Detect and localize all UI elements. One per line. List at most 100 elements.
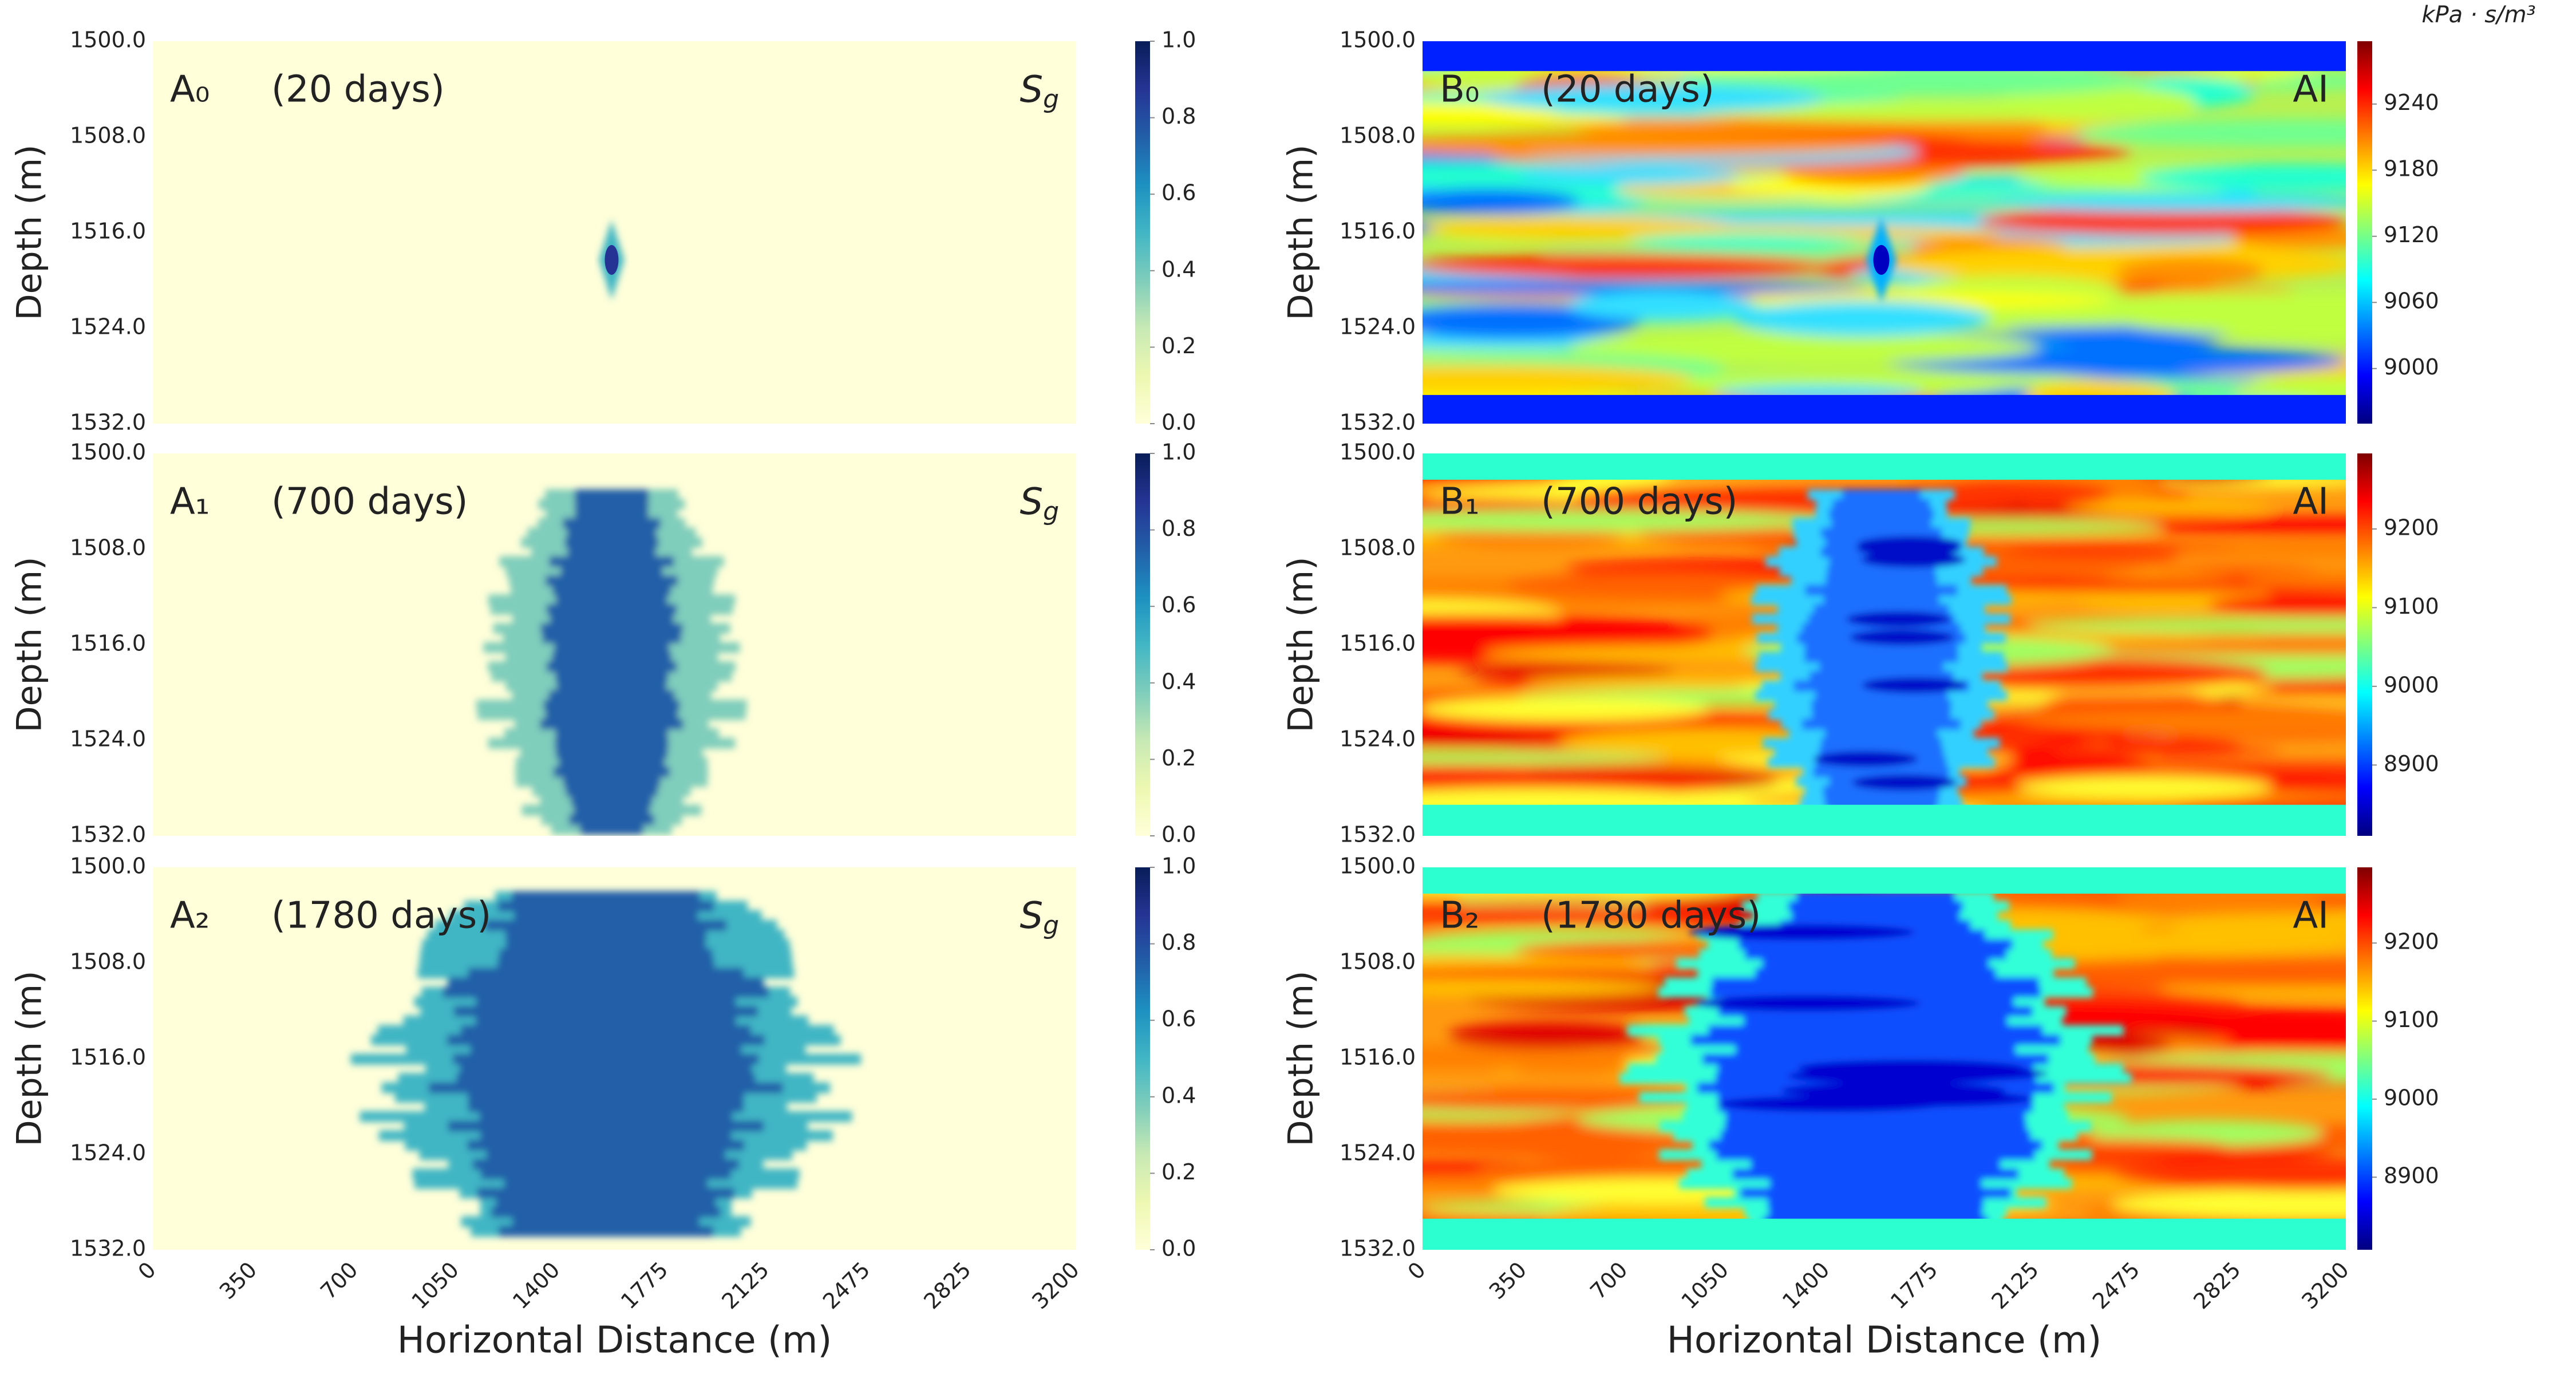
x-tick-label: 1775 <box>616 1257 673 1314</box>
x-tick-label: 2125 <box>717 1257 774 1314</box>
panel-time: (1780 days) <box>1541 895 1761 937</box>
colorbar-tick-label: 0.6 <box>1161 593 1196 618</box>
bottom-layer <box>1423 394 2346 424</box>
colorbar-tick-label: 0.2 <box>1161 745 1196 771</box>
plume-row <box>574 804 650 816</box>
plume-row <box>1804 652 1958 663</box>
plume-row <box>546 661 677 673</box>
stratum <box>1978 194 2346 212</box>
plume-row <box>1829 508 1934 519</box>
x-tick-label: 3200 <box>1027 1257 1084 1314</box>
colorbar-tick-label: 9240 <box>2384 90 2439 115</box>
plume-row <box>1826 575 1937 586</box>
y-tick-label: 1508.0 <box>1340 949 1416 974</box>
stratum <box>1423 751 1666 764</box>
stratum <box>1423 253 1834 278</box>
plume-row <box>1716 1149 2035 1160</box>
stratum <box>2053 742 2255 759</box>
plume-row <box>545 709 678 720</box>
colorbar <box>1135 453 1150 836</box>
plume-row <box>556 594 667 606</box>
x-tick-label: 1050 <box>407 1257 464 1314</box>
plume-row <box>556 680 667 692</box>
stratum <box>2006 544 2187 557</box>
heatmap <box>1423 41 2346 424</box>
y-tick-label: 1500.0 <box>1340 27 1416 53</box>
stratum <box>2115 516 2346 535</box>
plume-row <box>1712 977 2039 988</box>
stratum <box>1423 905 1733 924</box>
stratum <box>1423 614 1714 646</box>
y-tick-label: 1516.0 <box>70 1045 146 1070</box>
plume-row <box>567 527 657 539</box>
y-tick-label: 1500.0 <box>70 854 146 879</box>
panel-label: A₁ <box>170 481 210 523</box>
plume-row <box>453 1053 759 1065</box>
plume-row <box>554 642 669 653</box>
colorbar-tick-label: 8900 <box>2384 1163 2439 1189</box>
colorbar-tick-label: 9000 <box>2384 1085 2439 1110</box>
y-axis-label: Depth (m) <box>1281 144 1321 320</box>
colorbar <box>1135 41 1150 424</box>
plume-row <box>546 604 677 615</box>
plume-streak <box>1694 995 1921 1012</box>
y-tick-label: 1500.0 <box>1340 854 1416 879</box>
x-tick-label: 2825 <box>2188 1257 2246 1314</box>
colorbar-tick-label: 0.4 <box>1161 669 1196 694</box>
quantity: AI <box>2293 895 2329 937</box>
plume-row <box>1802 718 1961 730</box>
plume-row <box>1827 566 1936 577</box>
colorbar-tick-label: 0.4 <box>1161 256 1196 282</box>
quantity-symbol: S <box>1020 69 1043 111</box>
plume-row <box>571 795 653 806</box>
x-axis-label: Horizontal Distance (m) <box>397 1320 832 1362</box>
plume-row <box>540 718 683 730</box>
y-tick-label: 1516.0 <box>1340 219 1416 244</box>
x-axis-label: Horizontal Distance (m) <box>1667 1320 2102 1362</box>
y-tick-label: 1524.0 <box>70 727 146 752</box>
stratum <box>1423 364 1694 394</box>
colorbar-tick-label: 9000 <box>2384 354 2439 380</box>
plume-row <box>1812 709 1951 720</box>
quantity-subscript: g <box>1043 85 1059 114</box>
stratum <box>2241 572 2346 586</box>
stratum <box>2021 713 2346 731</box>
plume-row <box>514 910 698 921</box>
stratum <box>2115 257 2265 285</box>
y-tick-label: 1516.0 <box>70 219 146 244</box>
stratum <box>1434 528 1623 547</box>
y-tick-label: 1508.0 <box>70 123 146 148</box>
plume-row <box>1708 1025 2043 1036</box>
plume-streak <box>1860 551 1966 568</box>
plume-row <box>1831 518 1931 529</box>
plume <box>1751 489 2012 835</box>
plume-row <box>575 499 649 510</box>
y-tick-label: 1500.0 <box>1340 440 1416 465</box>
stratum <box>2157 911 2346 937</box>
plume-streak <box>1813 751 1918 767</box>
plume-row <box>496 1197 716 1208</box>
colorbar-tick-label: 8900 <box>2384 751 2439 776</box>
x-tick-label: 350 <box>215 1257 262 1304</box>
y-tick-label: 1516.0 <box>1340 1045 1416 1070</box>
panel-time: (20 days) <box>271 69 445 111</box>
colorbar-tick-label: 9000 <box>2384 672 2439 697</box>
plume-row <box>560 566 663 577</box>
colorbar-tick-label: 9100 <box>2384 594 2439 619</box>
stratum <box>2207 594 2346 617</box>
plume-row <box>1819 661 1943 673</box>
plume-row <box>429 1082 783 1093</box>
plume-row <box>567 546 656 558</box>
stratum <box>2016 776 2273 797</box>
plume-row <box>1690 1035 2061 1046</box>
y-tick-label: 1516.0 <box>1340 631 1416 656</box>
plume-streak <box>1787 1068 2013 1084</box>
plume-row <box>461 1025 751 1036</box>
plume-row <box>1762 958 1989 969</box>
heatmap <box>1423 867 2346 1250</box>
x-tick-label: 350 <box>1484 1257 1531 1304</box>
plume-row <box>456 1073 756 1084</box>
plume-row <box>1744 948 2006 960</box>
quantity: AI <box>2293 69 2329 111</box>
quantity-subscript: g <box>1043 911 1059 940</box>
